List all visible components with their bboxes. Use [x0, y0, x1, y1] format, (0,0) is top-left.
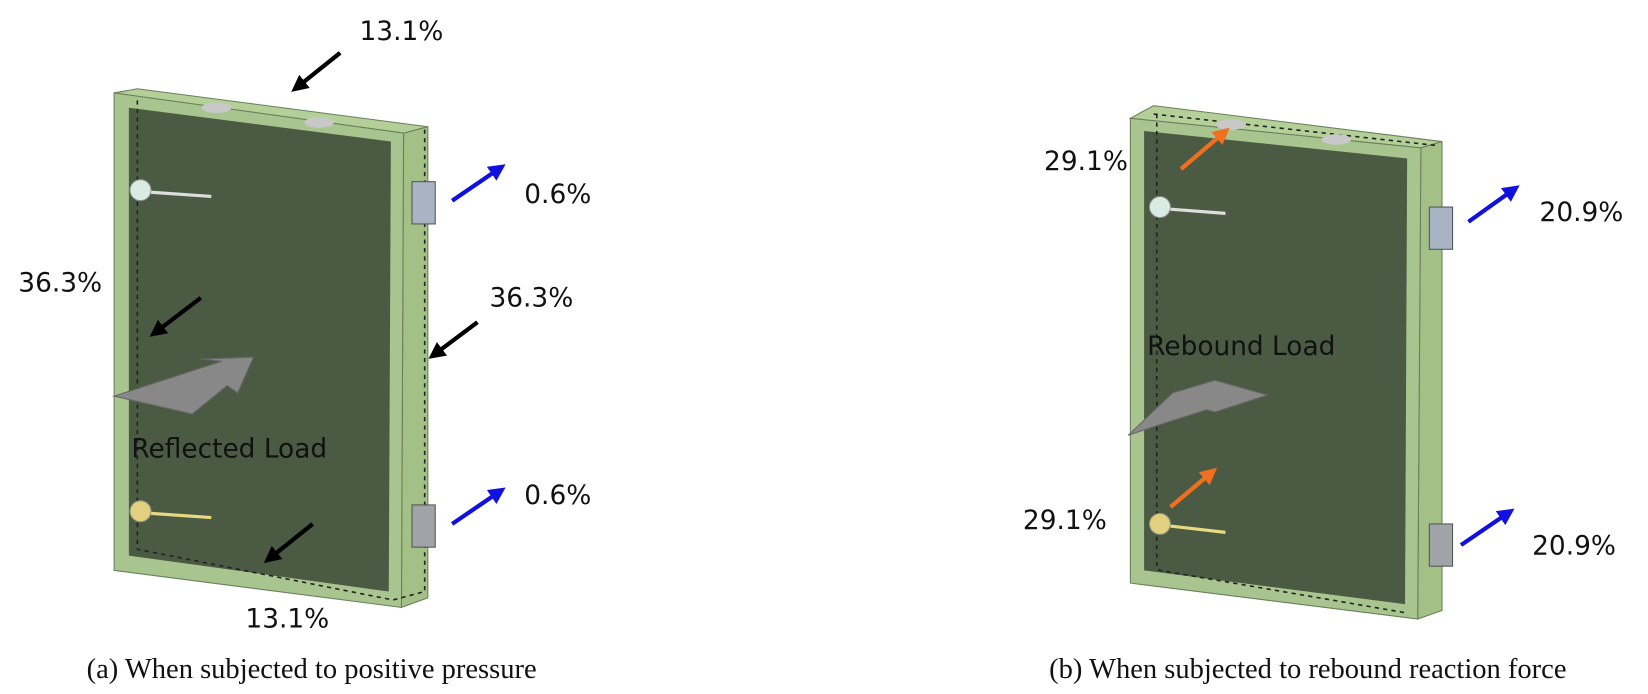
- percent-label: 0.6%: [524, 179, 591, 210]
- caption: (b) When subjected to rebound reaction f…: [1049, 654, 1566, 685]
- percent-label: 29.1%: [1023, 505, 1107, 536]
- door-a: [112, 51, 506, 609]
- load-label: Rebound Load: [1147, 331, 1335, 362]
- percent-label: 0.6%: [524, 480, 591, 511]
- door-b: [1127, 105, 1520, 620]
- load-label: Reflected Load: [131, 433, 327, 464]
- percent-label: 13.1%: [360, 16, 444, 47]
- percent-label: 13.1%: [245, 603, 329, 634]
- percent-label: 20.9%: [1540, 197, 1624, 228]
- percent-label: 29.1%: [1044, 146, 1128, 177]
- percent-label: 36.3%: [489, 282, 573, 313]
- percent-label: 20.9%: [1532, 531, 1616, 562]
- percent-label: 36.3%: [18, 268, 102, 299]
- caption: (a) When subjected to positive pressure: [87, 654, 537, 685]
